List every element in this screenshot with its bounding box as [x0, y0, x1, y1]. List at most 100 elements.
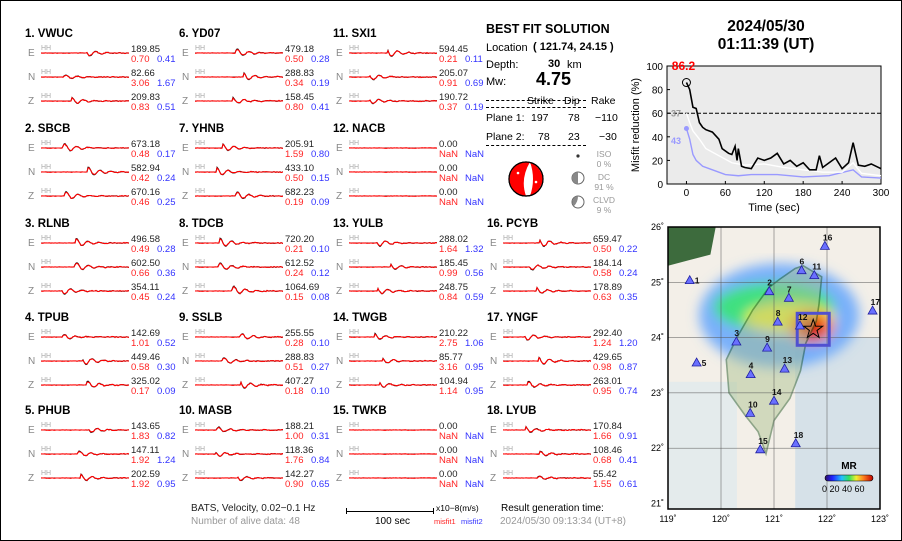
synthetic-waveform [41, 381, 129, 388]
misfit1-value: 0.91 [439, 78, 458, 89]
component-label: E [28, 425, 35, 436]
peak-amplitude: 0.00 [439, 445, 458, 456]
misfit2-value: 0.82 [157, 431, 176, 442]
component-label: E [336, 48, 343, 59]
misfit1-value: 1.76 [285, 455, 304, 466]
component-label: E [28, 48, 35, 59]
misfit2-value: 0.19 [311, 78, 330, 89]
peak-amplitude: 190.72 [439, 92, 469, 103]
peak-amplitude: 582.94 [131, 163, 161, 174]
misfit2-value: 0.30 [157, 362, 176, 373]
peak-amplitude: 673.18 [131, 139, 161, 150]
station-number-label: 18 [794, 430, 804, 440]
synthetic-waveform [349, 171, 437, 173]
station-number-label: 4 [749, 361, 754, 371]
lat-tick-label: 25˚ [651, 277, 664, 287]
waveform-trace [195, 262, 283, 270]
misfit1-value: 0.46 [131, 197, 150, 208]
peak-amplitude: 255.55 [285, 328, 315, 339]
misfit2-value: 0.09 [157, 386, 176, 397]
misfit1-value: 0.15 [285, 292, 304, 303]
x-tick-label: 60 [720, 188, 732, 199]
misfit2-value: 0.95 [465, 362, 484, 373]
misfit1-value: 0.21 [285, 244, 304, 255]
time-scale-bar [346, 511, 433, 512]
lat-tick-label: 23˚ [651, 388, 664, 398]
waveform-trace [195, 426, 283, 433]
instrument-label: HH [349, 93, 360, 100]
waveform-trace [503, 286, 591, 294]
station-title: 8. TDCB [179, 218, 224, 230]
component-label: Z [28, 380, 35, 391]
peak-amplitude: 184.14 [593, 258, 623, 269]
instrument-label: HH [349, 140, 360, 147]
component-label: N [490, 356, 498, 367]
instrument-label: HH [503, 377, 514, 384]
peak-amplitude: 210.22 [439, 328, 469, 339]
station-title: 7. YHNB [179, 123, 225, 135]
misfit2-value: 0.24 [619, 268, 638, 279]
waveform-trace [41, 288, 129, 295]
synthetic-waveform [195, 49, 283, 56]
station-triangle-icon [745, 368, 756, 379]
misfit2-value: 0.28 [157, 244, 176, 255]
instrument-label: HH [41, 422, 52, 429]
synthetic-waveform [195, 451, 283, 457]
component-label: N [28, 449, 36, 460]
misfit2-value: 0.84 [311, 455, 330, 466]
waveform-trace [503, 334, 591, 341]
misfit-reduction-chart: 0 60 120 180 240 300 0 20 40 60 80 100 86.2 37 43 Time … [630, 59, 890, 214]
x-tick-label: 0 [684, 188, 690, 199]
waveform-trace [41, 334, 129, 340]
peak-amplitude: 670.16 [131, 187, 161, 198]
location-label: Location [486, 42, 528, 54]
lon-tick-label: 122˚ [818, 514, 836, 524]
solution-title: BEST FIT SOLUTION [486, 22, 610, 36]
synthetic-waveform [195, 285, 283, 295]
instrument-label: HH [41, 140, 52, 147]
component-label: N [182, 356, 190, 367]
misfit2-value: NaN [465, 431, 485, 442]
misfit1-value: 0.98 [593, 362, 612, 373]
misfit1-value: 1.01 [131, 338, 150, 349]
observed-waveform [195, 142, 283, 152]
instrument-label: HH [41, 45, 52, 52]
peak-amplitude: 449.46 [131, 352, 161, 363]
instrument-label: HH [41, 259, 52, 266]
header-rake: Rake [591, 95, 616, 107]
component-label: N [336, 262, 344, 273]
clvd-pct: 9 % [596, 205, 612, 215]
mainland-china-coast [668, 227, 716, 266]
component-label: N [336, 167, 344, 178]
waveform-trace [41, 142, 129, 152]
observed-waveform [195, 262, 283, 270]
component-label: E [182, 143, 189, 154]
station-number-label: 14 [772, 387, 782, 397]
peak-amplitude: 496.58 [131, 234, 161, 245]
peak-amplitude: 325.02 [131, 376, 161, 387]
instrument-label: HH [195, 259, 206, 266]
peak-amplitude: 178.89 [593, 282, 623, 293]
peak-amplitude: 189.85 [131, 44, 161, 55]
location-value: ( 121.74, 24.15 ) [533, 41, 614, 53]
peak-amplitude: 429.65 [593, 352, 623, 363]
plane2-strike: 78 [538, 131, 550, 143]
misfit1-value: 0.45 [131, 292, 150, 303]
instrument-label: HH [349, 259, 360, 266]
instrument-label: HH [195, 422, 206, 429]
waveform-trace [195, 237, 283, 247]
waveform-trace [195, 166, 283, 176]
misfit1-value: 1.00 [285, 431, 304, 442]
y-axis-label: Misfit reduction (%) [630, 78, 642, 172]
station-number-label: 15 [758, 436, 768, 446]
peak-amplitude: 0.00 [439, 187, 458, 198]
component-label: Z [182, 380, 189, 391]
map-frame [667, 226, 881, 510]
misfit2-value: NaN [465, 197, 485, 208]
misfit2-value: 1.06 [465, 338, 484, 349]
lat-tick-label: 26˚ [651, 222, 664, 232]
instrument-label: HH [41, 164, 52, 171]
peak-amplitude: 158.45 [285, 92, 315, 103]
station-title: 1. VWUC [25, 28, 73, 40]
